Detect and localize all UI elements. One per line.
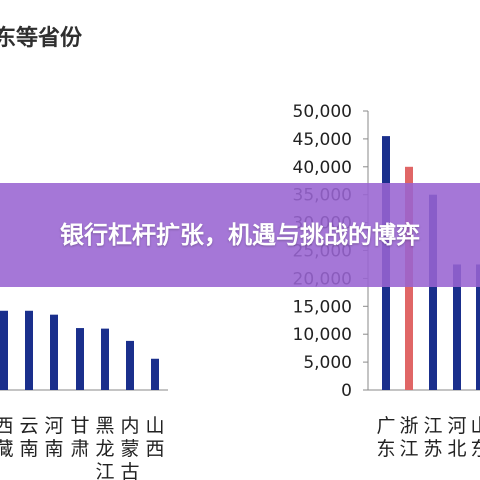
left-bar-4 <box>101 328 109 390</box>
left-bar-6 <box>151 358 159 390</box>
left-tick-label-6: 西 <box>145 438 164 460</box>
left-tick-label-3: 甘 <box>70 415 89 437</box>
right-tick-label-1: 江 <box>399 438 418 460</box>
y-tick-label-2: 10,000 <box>293 325 352 345</box>
y-tick-label-8: 40,000 <box>293 158 352 178</box>
left-tick-label-4: 黑 <box>95 415 114 437</box>
y-tick-label-0: 0 <box>341 381 352 401</box>
left-tick-label-1: 南 <box>19 438 38 460</box>
left-tick-label-4: 龙 <box>95 438 114 460</box>
y-tick-label-1: 5,000 <box>303 353 352 373</box>
right-tick-label-1: 浙 <box>399 415 418 437</box>
left-tick-label-5: 蒙 <box>120 438 139 460</box>
right-tick-label-2: 江 <box>423 415 442 437</box>
right-tick-label-4: 东 <box>470 438 480 460</box>
left-tick-label-6: 山 <box>145 415 164 437</box>
left-tick-label-2: 河 <box>44 415 63 437</box>
left-tick-label-3: 肃 <box>70 438 89 460</box>
banner-title: 银行杠杆扩张，机遇与挑战的博弈 <box>60 221 420 249</box>
title-banner: 银行杠杆扩张，机遇与挑战的博弈 <box>0 183 480 287</box>
chart-heading: 东等省份 <box>0 26 83 51</box>
right-tick-label-0: 东 <box>376 438 395 460</box>
y-tick-label-10: 50,000 <box>293 102 352 122</box>
right-bar-2 <box>429 194 437 390</box>
right-bar-4 <box>476 264 480 390</box>
left-bar-2 <box>50 314 58 390</box>
right-tick-label-4: 山 <box>470 415 480 437</box>
left-bar-1 <box>25 310 33 390</box>
y-tick-label-3: 15,000 <box>293 297 352 317</box>
right-tick-label-2: 苏 <box>423 438 442 460</box>
left-tick-label-1: 云 <box>19 415 38 437</box>
right-tick-label-3: 河 <box>447 415 466 437</box>
left-tick-label-4: 江 <box>95 461 114 480</box>
left-bar-3 <box>76 328 84 390</box>
left-tick-label-5: 内 <box>120 415 139 437</box>
y-tick-label-9: 45,000 <box>293 130 352 150</box>
left-bar-0 <box>0 310 8 390</box>
left-tick-label-5: 古 <box>120 461 139 480</box>
left-tick-label-0: 藏 <box>0 438 14 460</box>
left-bar-5 <box>126 340 134 390</box>
right-tick-label-0: 广 <box>376 415 395 437</box>
right-bar-3 <box>453 264 461 390</box>
right-tick-label-3: 北 <box>447 438 466 460</box>
left-tick-label-0: 西 <box>0 415 14 437</box>
left-tick-label-2: 南 <box>44 438 63 460</box>
